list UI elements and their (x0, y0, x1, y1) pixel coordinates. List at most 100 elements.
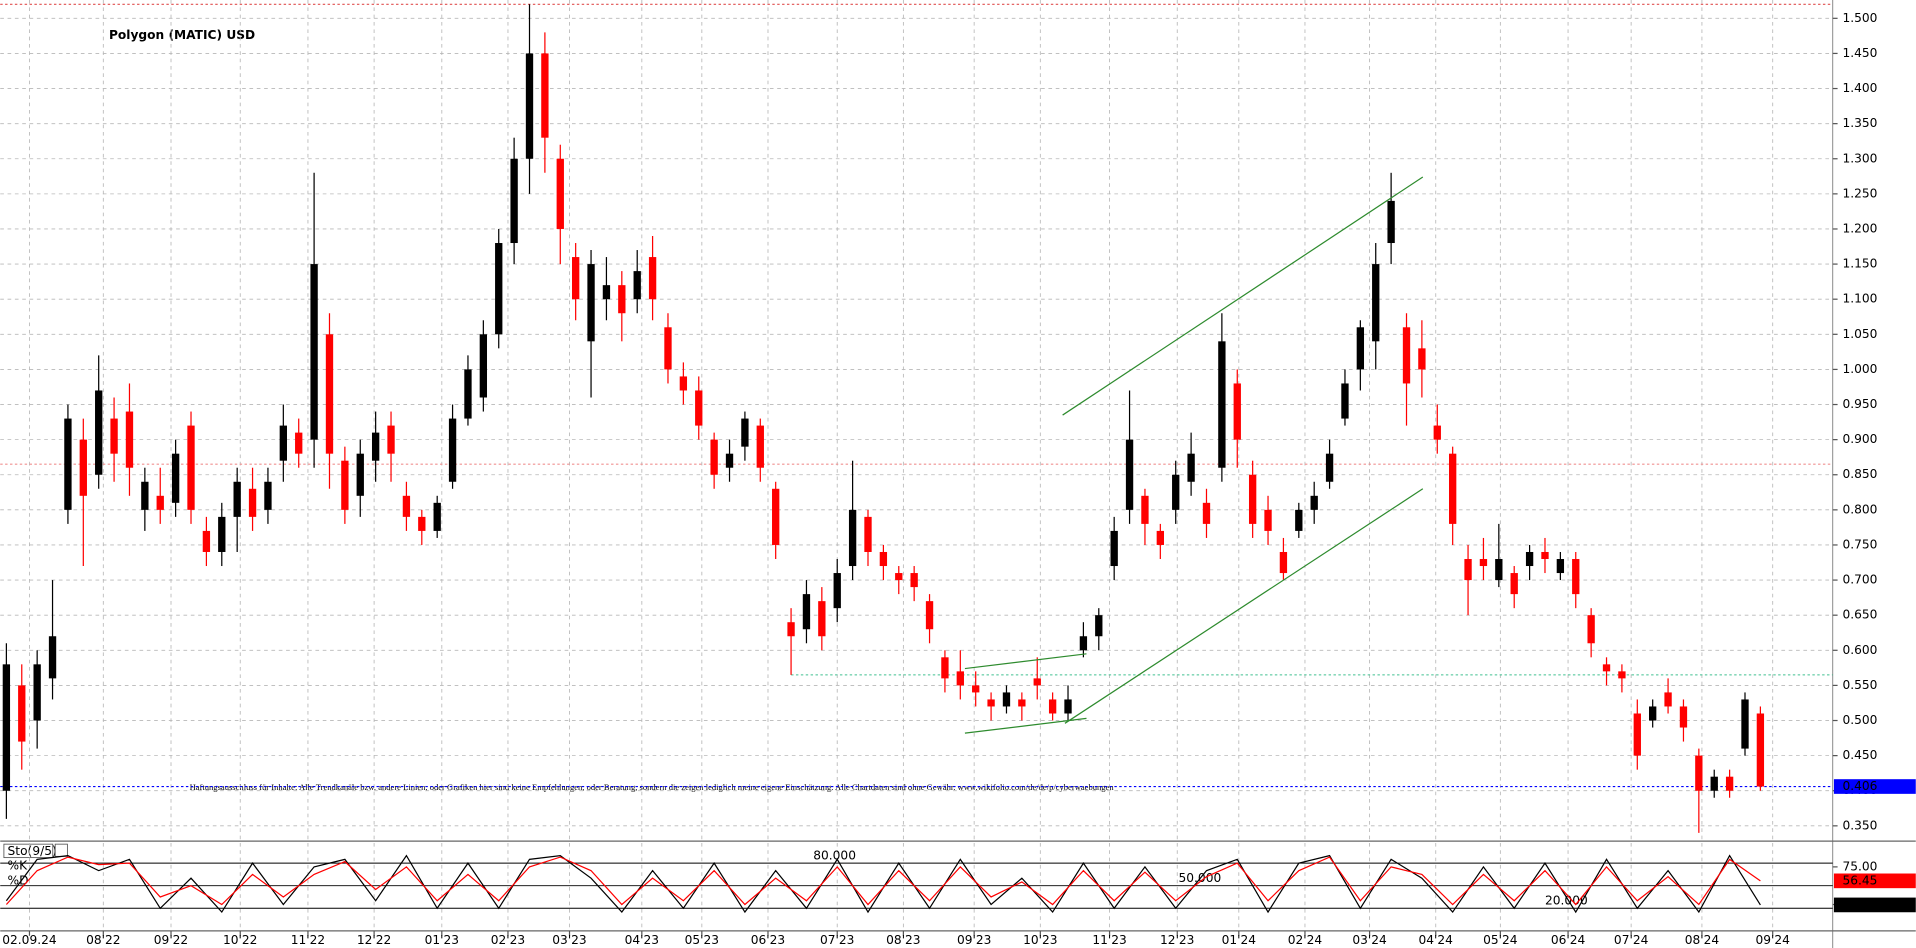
candle-body (1248, 474, 1257, 524)
candle-body (602, 285, 611, 300)
candle-body (956, 671, 964, 686)
candle-body (818, 601, 826, 637)
candle-body (356, 453, 364, 496)
x-tick-label: 06'24 (1551, 933, 1586, 947)
candle-body (1556, 559, 1565, 574)
x-tick-label: 09'22 (154, 933, 188, 947)
candle-body (1048, 699, 1057, 714)
x-tick-label: 04'24 (1419, 933, 1454, 947)
y-tick-label: 0.700 (1842, 573, 1877, 587)
candle-body (1233, 383, 1241, 440)
candle-body (1033, 678, 1041, 686)
x-tick-label: 11'23 (1092, 933, 1126, 947)
x-tick-label: 09'24 (1755, 933, 1790, 947)
candle-body (725, 453, 734, 468)
candle-body (510, 158, 518, 244)
candle-body (1202, 502, 1211, 524)
candle-body (679, 376, 688, 391)
level-label: 80.000 (813, 848, 856, 862)
level-label: 20.000 (1545, 893, 1588, 907)
indicator-button[interactable] (54, 843, 68, 857)
candle-body (1325, 453, 1334, 482)
legend-label: %K (8, 859, 29, 873)
candle-body (1695, 755, 1703, 791)
y-tick-label: 1.150 (1842, 257, 1877, 271)
candle-body (1172, 474, 1180, 510)
y-tick-label: 0.850 (1842, 467, 1877, 481)
candle-body (633, 271, 641, 300)
candle-body (695, 390, 703, 426)
candle-body (833, 573, 841, 609)
chart-title: Polygon (MATIC) USD (109, 28, 255, 42)
candle-body (1141, 495, 1149, 524)
candle-body (310, 264, 318, 440)
y-tick-label: 1.100 (1842, 292, 1877, 306)
last-price-box (1833, 779, 1916, 794)
candle-body (233, 481, 241, 517)
candle-body (464, 369, 472, 419)
last-value-label: 24.454 (1842, 897, 1885, 911)
y-tick-label: 1.050 (1842, 327, 1877, 341)
candle-body (1572, 559, 1580, 595)
candle-body (772, 488, 780, 545)
candle-body (787, 622, 795, 637)
y-tick-label: 0.900 (1842, 432, 1877, 446)
last-value-label: 56.45 (1842, 873, 1877, 887)
y-tick-label: 1.400 (1842, 81, 1877, 95)
candle-body (1418, 348, 1426, 370)
candle-body (941, 657, 949, 679)
candle-body (556, 158, 564, 229)
candle-body (987, 699, 995, 707)
candle-body (1387, 200, 1395, 244)
x-tick-label: 09'23 (957, 933, 991, 947)
candle-body (1664, 692, 1672, 707)
candle-body (1495, 559, 1503, 581)
candle-body (248, 488, 257, 517)
candle-body (1725, 776, 1734, 791)
indicator-title: Sto(9/5) (8, 844, 57, 858)
candle-body (895, 573, 903, 581)
legend-label: %D (8, 873, 29, 887)
candle-body (1541, 551, 1549, 560)
y-tick-label: 0.800 (1842, 502, 1877, 516)
x-tick-label: 11'22 (291, 933, 325, 947)
candle-body (2, 664, 11, 791)
x-tick-label: 08'24 (1685, 933, 1720, 947)
last-value-box (1833, 873, 1916, 889)
candle-body (218, 516, 226, 552)
x-tick-label: 07'23 (820, 933, 854, 947)
x-tick-label: 02'24 (1288, 933, 1323, 947)
candle-body (864, 516, 872, 552)
candle-body (1187, 453, 1195, 482)
x-tick-label: 07'24 (1614, 933, 1649, 947)
y-tick-label: 0.500 (1842, 713, 1877, 727)
candle-body (1018, 699, 1026, 707)
last-value-box (1833, 897, 1916, 913)
candle-body (371, 432, 380, 461)
candle-body (495, 243, 503, 335)
candle-body (756, 425, 764, 468)
candle-body (710, 439, 718, 475)
y-tick-label: 0.650 (1842, 608, 1877, 622)
candle-body (1587, 615, 1595, 644)
candle-body (848, 509, 857, 567)
trend-line (1062, 176, 1424, 416)
candle-body (1402, 327, 1411, 384)
candle-body (741, 418, 749, 447)
candle-body (618, 285, 626, 314)
candle-body (1464, 559, 1472, 581)
y-tick-label: 0.750 (1842, 537, 1877, 551)
x-tick-label: 12'23 (1160, 933, 1194, 947)
candle-body (187, 425, 195, 510)
x-tick-label: 12'22 (357, 933, 391, 947)
y-tick-label: 1.450 (1842, 46, 1877, 60)
candle-body (541, 53, 549, 138)
candle-body (341, 460, 349, 510)
candle-body (95, 390, 103, 475)
candle-body (1372, 264, 1380, 342)
candle-body (1679, 706, 1688, 728)
candle-body (648, 257, 657, 300)
trend-line (964, 717, 1087, 734)
